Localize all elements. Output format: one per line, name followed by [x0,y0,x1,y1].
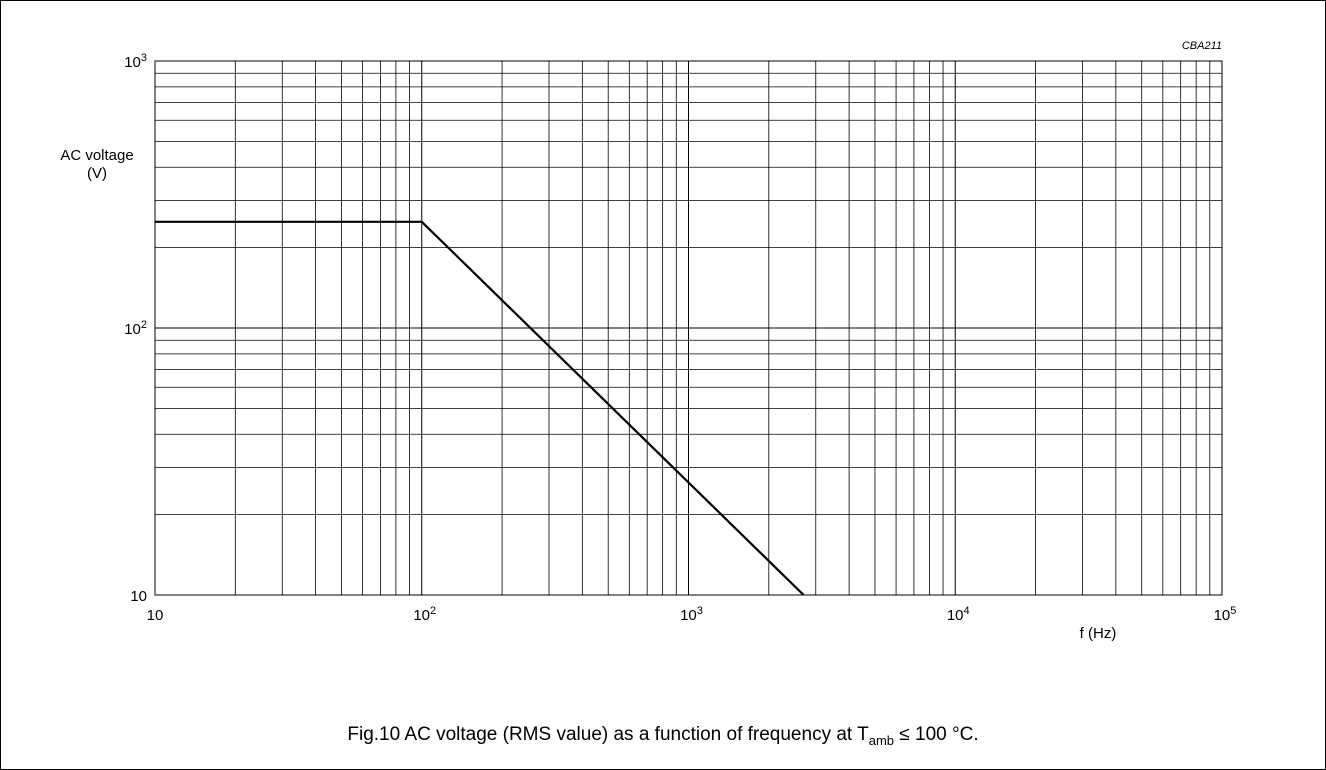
x-tick-label: 104 [947,605,970,624]
plot-area-border [154,60,1223,596]
y-tick-label: 10 [130,588,147,605]
caption-suffix: ≤ 100 °C. [894,724,979,745]
figure-caption: Fig.10 AC voltage (RMS value) as a funct… [0,724,1326,748]
y-tick-label: 102 [124,319,147,338]
x-axis-label: f (Hz) [1080,625,1117,642]
x-tick-label: 10 [147,607,164,624]
caption-text: Fig.10 AC voltage (RMS value) as a funct… [347,724,869,745]
figure-code: CBA211 [1182,40,1222,52]
caption-subscript: amb [868,732,895,748]
y-axis-label: AC voltage [60,147,133,164]
y-tick-label: 103 [124,52,147,71]
y-axis-unit: (V) [87,165,107,182]
series-layer [155,220,805,596]
series-line [155,220,805,596]
y-tick-labels: 10 102 103 [124,52,147,605]
x-tick-label: 102 [413,605,436,624]
x-tick-label: 105 [1214,605,1237,624]
x-tick-label: 103 [680,605,703,624]
x-tick-labels: 10 102 103 104 105 [147,605,1237,624]
